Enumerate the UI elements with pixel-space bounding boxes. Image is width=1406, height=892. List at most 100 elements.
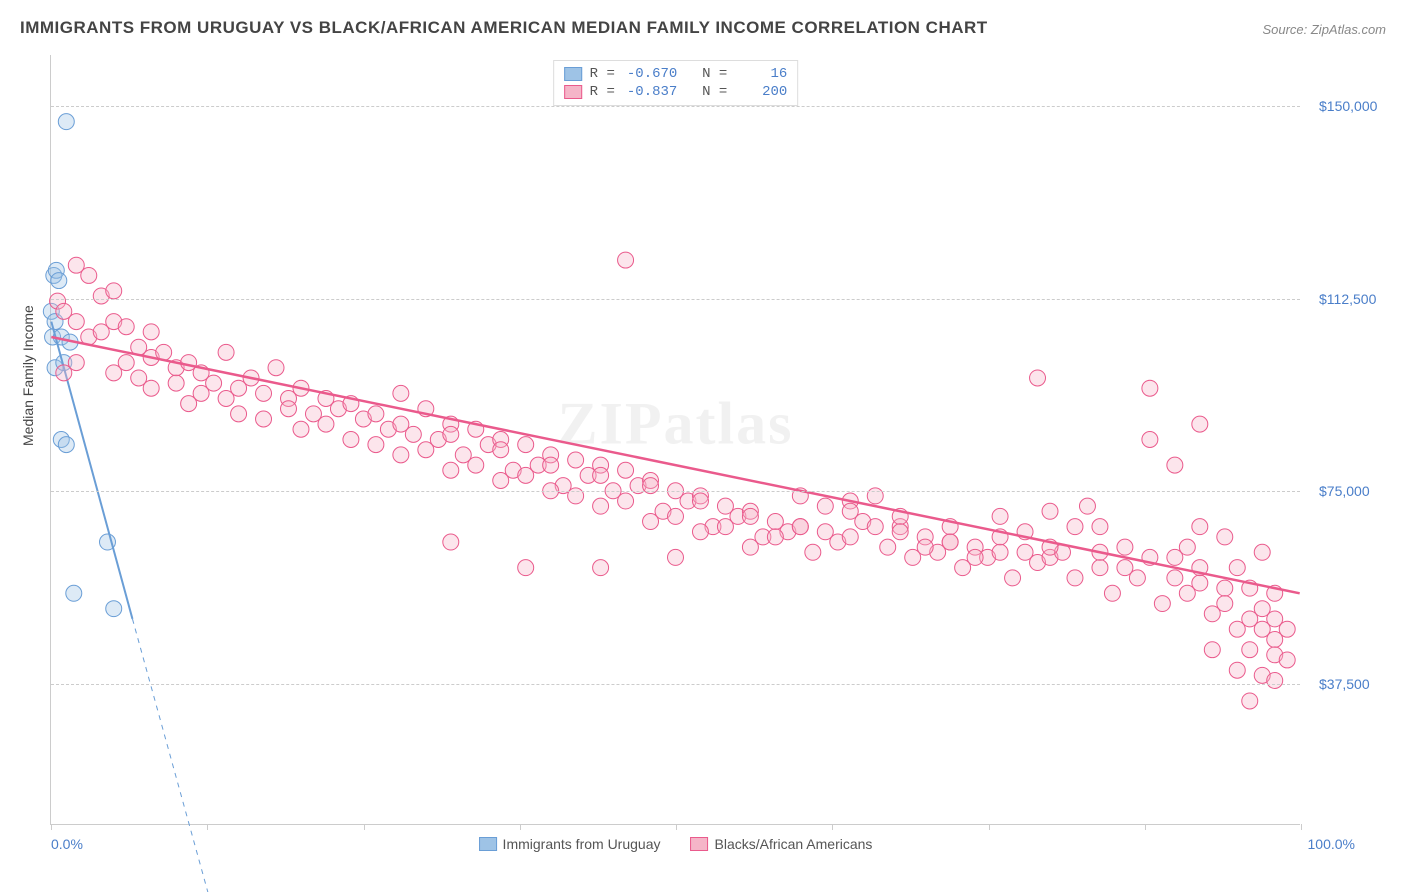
correlation-legend: R = -0.670 N = 16 R = -0.837 N = 200 bbox=[553, 60, 799, 106]
x-tick bbox=[364, 824, 365, 830]
data-point-series2 bbox=[443, 426, 459, 442]
legend-r-label-1: R = bbox=[590, 66, 615, 82]
data-point-series2 bbox=[1142, 432, 1158, 448]
data-point-series2 bbox=[118, 319, 134, 335]
data-point-series2 bbox=[1192, 575, 1208, 591]
data-point-series2 bbox=[593, 498, 609, 514]
x-tick bbox=[676, 824, 677, 830]
data-point-series2 bbox=[1217, 596, 1233, 612]
series-swatch-1 bbox=[479, 837, 497, 851]
chart-title: IMMIGRANTS FROM URUGUAY VS BLACK/AFRICAN… bbox=[20, 18, 988, 38]
data-point-series2 bbox=[143, 380, 159, 396]
data-point-series2 bbox=[967, 549, 983, 565]
data-point-series2 bbox=[1279, 621, 1295, 637]
data-point-series2 bbox=[68, 314, 84, 330]
series-name-2: Blacks/African Americans bbox=[714, 836, 872, 852]
data-point-series2 bbox=[1242, 642, 1258, 658]
data-point-series2 bbox=[143, 324, 159, 340]
series-legend-item-1: Immigrants from Uruguay bbox=[479, 836, 661, 852]
data-point-series2 bbox=[917, 539, 933, 555]
data-point-series2 bbox=[256, 385, 272, 401]
data-point-series2 bbox=[368, 437, 384, 453]
chart-container: IMMIGRANTS FROM URUGUAY VS BLACK/AFRICAN… bbox=[0, 0, 1406, 892]
data-point-series2 bbox=[1092, 519, 1108, 535]
data-point-series2 bbox=[231, 406, 247, 422]
data-point-series2 bbox=[1279, 652, 1295, 668]
data-point-series2 bbox=[618, 493, 634, 509]
data-point-series2 bbox=[1242, 693, 1258, 709]
data-point-series2 bbox=[942, 534, 958, 550]
data-point-series2 bbox=[643, 514, 659, 530]
data-point-series1 bbox=[106, 601, 122, 617]
gridline bbox=[51, 106, 1300, 107]
data-point-series2 bbox=[218, 390, 234, 406]
data-point-series2 bbox=[1117, 539, 1133, 555]
data-point-series2 bbox=[1267, 672, 1283, 688]
data-point-series2 bbox=[1179, 539, 1195, 555]
data-point-series2 bbox=[717, 519, 733, 535]
data-point-series2 bbox=[1167, 570, 1183, 586]
data-point-series2 bbox=[892, 524, 908, 540]
data-point-series2 bbox=[792, 519, 808, 535]
data-point-series2 bbox=[268, 360, 284, 376]
data-point-series2 bbox=[343, 432, 359, 448]
data-point-series2 bbox=[692, 524, 708, 540]
data-point-series2 bbox=[293, 421, 309, 437]
series-legend: Immigrants from Uruguay Blacks/African A… bbox=[479, 836, 873, 852]
data-point-series2 bbox=[1067, 519, 1083, 535]
data-point-series1 bbox=[66, 585, 82, 601]
data-point-series2 bbox=[842, 503, 858, 519]
data-point-series2 bbox=[867, 519, 883, 535]
legend-n-label-1: N = bbox=[685, 66, 727, 82]
data-point-series2 bbox=[281, 401, 297, 417]
data-point-series2 bbox=[443, 462, 459, 478]
y-axis-title: Median Family Income bbox=[20, 305, 36, 446]
data-point-series2 bbox=[318, 416, 334, 432]
chart-svg bbox=[51, 55, 1300, 824]
data-point-series2 bbox=[1142, 380, 1158, 396]
data-point-series2 bbox=[106, 283, 122, 299]
x-tick bbox=[51, 824, 52, 830]
data-point-series2 bbox=[992, 544, 1008, 560]
legend-row-series2: R = -0.837 N = 200 bbox=[564, 83, 788, 101]
y-tick-label: $37,500 bbox=[1319, 676, 1370, 692]
data-point-series2 bbox=[1192, 416, 1208, 432]
data-point-series2 bbox=[168, 375, 184, 391]
data-point-series2 bbox=[880, 539, 896, 555]
data-point-series2 bbox=[193, 385, 209, 401]
data-point-series2 bbox=[1005, 570, 1021, 586]
data-point-series2 bbox=[568, 452, 584, 468]
data-point-series2 bbox=[568, 488, 584, 504]
data-point-series2 bbox=[668, 549, 684, 565]
data-point-series2 bbox=[1229, 560, 1245, 576]
data-point-series2 bbox=[1067, 570, 1083, 586]
data-point-series2 bbox=[742, 508, 758, 524]
data-point-series2 bbox=[393, 447, 409, 463]
data-point-series2 bbox=[1229, 662, 1245, 678]
data-point-series2 bbox=[518, 437, 534, 453]
data-point-series2 bbox=[692, 493, 708, 509]
data-point-series2 bbox=[1192, 519, 1208, 535]
data-point-series2 bbox=[81, 267, 97, 283]
gridline bbox=[51, 491, 1300, 492]
x-tick bbox=[1301, 824, 1302, 830]
data-point-series2 bbox=[1129, 570, 1145, 586]
data-point-series2 bbox=[493, 442, 509, 458]
data-point-series2 bbox=[518, 467, 534, 483]
data-point-series2 bbox=[418, 442, 434, 458]
data-point-series2 bbox=[468, 457, 484, 473]
data-point-series2 bbox=[393, 385, 409, 401]
data-point-series2 bbox=[1217, 529, 1233, 545]
data-point-series2 bbox=[493, 473, 509, 489]
data-point-series2 bbox=[1254, 544, 1270, 560]
y-tick-label: $150,000 bbox=[1319, 98, 1377, 114]
x-tick bbox=[520, 824, 521, 830]
data-point-series2 bbox=[1104, 585, 1120, 601]
data-point-series2 bbox=[1167, 457, 1183, 473]
data-point-series2 bbox=[118, 355, 134, 371]
data-point-series2 bbox=[842, 529, 858, 545]
regression-extrapolation-series1 bbox=[132, 619, 238, 892]
x-tick bbox=[1145, 824, 1146, 830]
legend-n-value-2: 200 bbox=[739, 84, 787, 100]
data-point-series2 bbox=[1079, 498, 1095, 514]
